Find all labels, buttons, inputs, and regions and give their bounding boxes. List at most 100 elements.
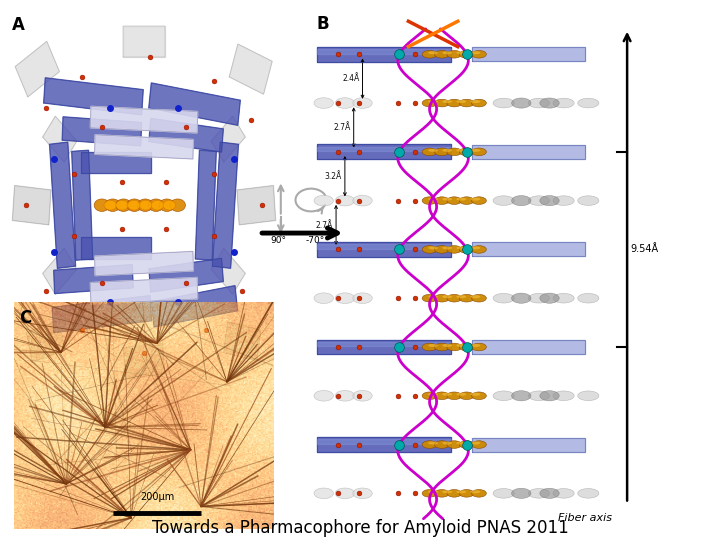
Ellipse shape [540, 195, 559, 206]
Polygon shape [212, 142, 238, 268]
Ellipse shape [434, 50, 449, 58]
Ellipse shape [434, 490, 449, 497]
Ellipse shape [472, 441, 486, 448]
Ellipse shape [472, 99, 486, 107]
Ellipse shape [422, 197, 437, 205]
Ellipse shape [577, 489, 599, 498]
Ellipse shape [470, 198, 480, 201]
Ellipse shape [434, 343, 449, 351]
Polygon shape [195, 150, 216, 260]
Polygon shape [472, 242, 585, 256]
Ellipse shape [116, 200, 128, 210]
Ellipse shape [472, 246, 486, 253]
Ellipse shape [159, 199, 174, 212]
Polygon shape [149, 118, 223, 152]
Text: 2.7Å: 2.7Å [316, 220, 333, 230]
Polygon shape [211, 116, 246, 162]
Ellipse shape [470, 344, 480, 347]
Text: 90°: 90° [270, 236, 287, 245]
Polygon shape [317, 49, 451, 53]
Ellipse shape [459, 441, 474, 448]
Polygon shape [472, 437, 585, 451]
Ellipse shape [472, 392, 486, 400]
Ellipse shape [456, 442, 467, 444]
Ellipse shape [553, 98, 575, 108]
Polygon shape [123, 26, 165, 57]
Ellipse shape [428, 100, 438, 103]
Polygon shape [317, 340, 451, 354]
Ellipse shape [447, 392, 462, 400]
Ellipse shape [127, 200, 140, 210]
Ellipse shape [512, 391, 531, 401]
Ellipse shape [553, 489, 575, 498]
Polygon shape [52, 295, 152, 333]
Polygon shape [44, 78, 143, 115]
Ellipse shape [447, 246, 462, 253]
Ellipse shape [528, 391, 549, 401]
Ellipse shape [422, 441, 437, 448]
Ellipse shape [553, 391, 575, 401]
Ellipse shape [459, 50, 474, 58]
Polygon shape [472, 340, 585, 354]
Polygon shape [152, 286, 238, 327]
Ellipse shape [422, 392, 437, 400]
Ellipse shape [470, 490, 480, 494]
Ellipse shape [314, 293, 333, 303]
Ellipse shape [422, 246, 437, 253]
Ellipse shape [470, 246, 480, 249]
Ellipse shape [528, 293, 549, 303]
Polygon shape [81, 237, 151, 259]
Text: 2.4Å: 2.4Å [343, 74, 360, 83]
Ellipse shape [456, 149, 467, 152]
Ellipse shape [442, 295, 452, 298]
Ellipse shape [428, 246, 438, 249]
Ellipse shape [353, 195, 372, 206]
Polygon shape [91, 106, 197, 133]
Polygon shape [472, 48, 585, 61]
Ellipse shape [470, 51, 480, 55]
Polygon shape [317, 437, 451, 452]
Polygon shape [81, 152, 151, 173]
Text: C: C [19, 309, 32, 327]
Ellipse shape [472, 148, 486, 156]
Ellipse shape [428, 393, 438, 396]
Ellipse shape [493, 293, 514, 303]
Ellipse shape [447, 148, 462, 156]
Ellipse shape [422, 99, 437, 107]
Ellipse shape [512, 293, 531, 303]
Polygon shape [50, 142, 76, 268]
Ellipse shape [353, 488, 372, 498]
Ellipse shape [116, 199, 131, 212]
Ellipse shape [493, 196, 514, 205]
Ellipse shape [422, 343, 437, 351]
Ellipse shape [442, 344, 452, 347]
Polygon shape [91, 278, 197, 304]
Ellipse shape [314, 98, 333, 109]
Ellipse shape [422, 148, 437, 156]
Ellipse shape [459, 99, 474, 107]
Ellipse shape [540, 488, 559, 498]
Ellipse shape [434, 392, 449, 400]
Ellipse shape [447, 441, 462, 448]
Text: B: B [317, 15, 329, 33]
Ellipse shape [456, 100, 467, 103]
Ellipse shape [472, 343, 486, 351]
Ellipse shape [553, 293, 575, 303]
Polygon shape [72, 150, 93, 260]
Ellipse shape [540, 293, 559, 303]
Ellipse shape [459, 343, 474, 351]
Ellipse shape [140, 200, 152, 210]
Ellipse shape [577, 293, 599, 303]
Ellipse shape [447, 294, 462, 302]
Ellipse shape [553, 196, 575, 205]
Ellipse shape [528, 196, 549, 205]
Polygon shape [317, 439, 451, 444]
Ellipse shape [493, 98, 514, 108]
Ellipse shape [472, 490, 486, 497]
Ellipse shape [422, 50, 437, 58]
Ellipse shape [138, 199, 153, 212]
Ellipse shape [459, 490, 474, 497]
Ellipse shape [353, 390, 372, 401]
Polygon shape [42, 248, 77, 294]
Ellipse shape [353, 98, 372, 109]
